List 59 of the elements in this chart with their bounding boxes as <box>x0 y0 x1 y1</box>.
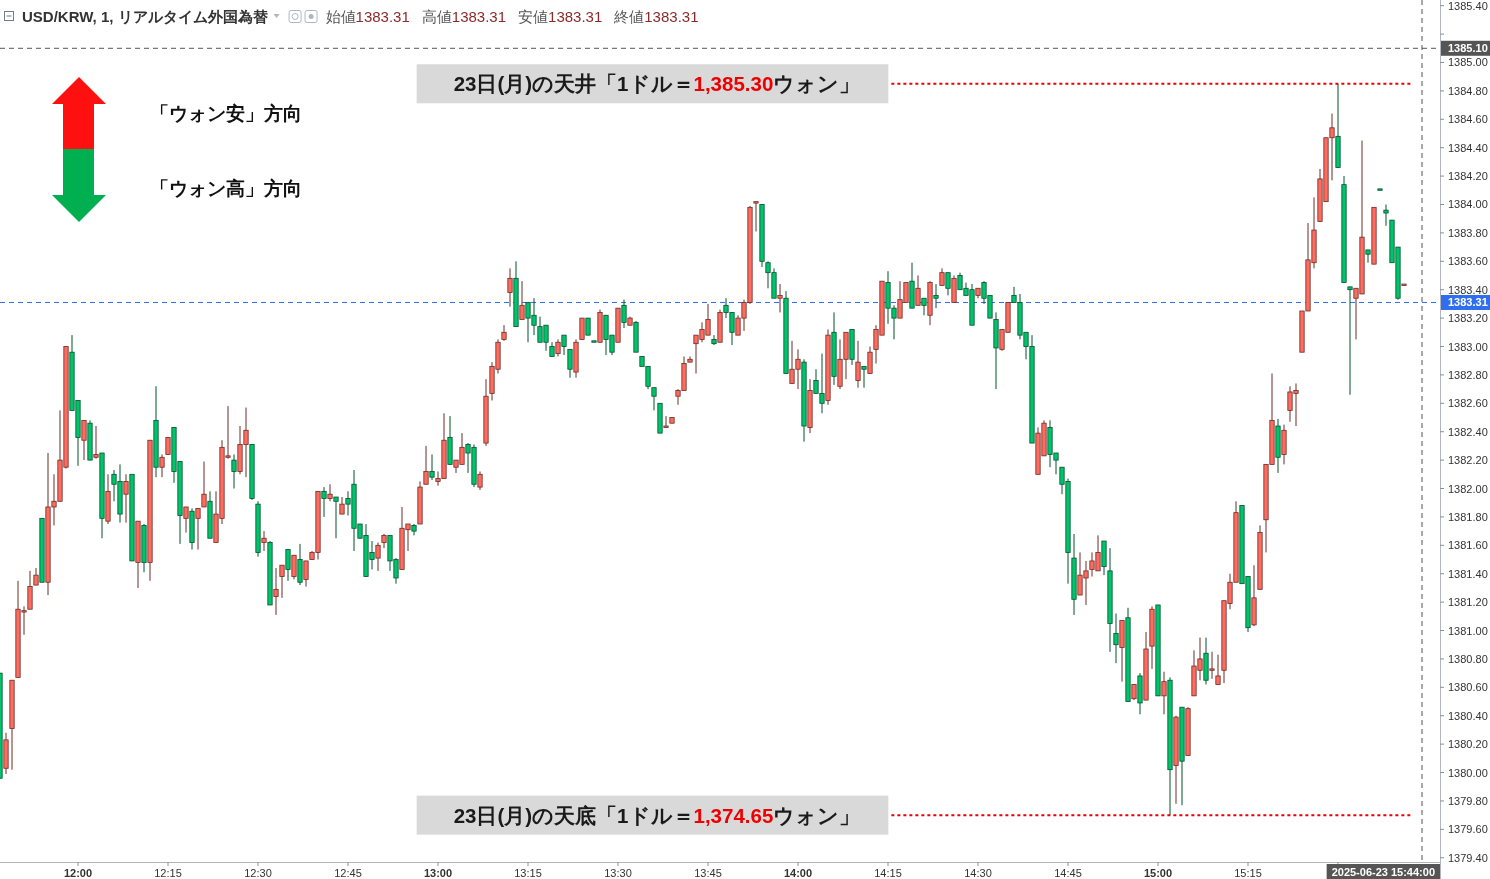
x-tick-label: 14:45 <box>1054 867 1082 879</box>
y-tick-label: 1380.00 <box>1448 766 1488 779</box>
ref-note: 23日(月)の天底「1ドル＝1,374.65ウォン」 <box>416 795 1412 835</box>
ref-line-label: 1383.31 <box>1448 296 1488 309</box>
y-tick-label: 1381.60 <box>1448 539 1488 552</box>
y-tick-label: 1379.40 <box>1448 851 1488 864</box>
x-tick-label: 13:15 <box>514 867 542 879</box>
y-tick-label: 1382.80 <box>1448 368 1488 381</box>
ref-line-label: 23日(月)の天底「1ドル＝1,374.65ウォン」 <box>453 803 861 827</box>
y-tick-label: 1385.40 <box>1448 0 1488 12</box>
text: USD/KRW, 1, リアルタイム外国為替 <box>22 8 268 25</box>
y-tick-label: 1381.80 <box>1448 510 1488 523</box>
y-tick-label: 1381.20 <box>1448 596 1488 609</box>
y-tick-label: 1384.20 <box>1448 170 1488 183</box>
x-tick-label: 14:30 <box>964 867 992 879</box>
annotation: 「ウォン高」方向 <box>150 178 302 199</box>
y-tick-label: 1384.40 <box>1448 141 1488 154</box>
y-tick-label: 1382.00 <box>1448 482 1488 495</box>
annotation: 「ウォン安」方向 <box>150 103 302 124</box>
y-tick-label: 1382.20 <box>1448 454 1488 467</box>
x-tick-label: 12:00 <box>63 867 93 879</box>
y-tick-label: 1383.20 <box>1448 312 1488 325</box>
y-tick-label: 1380.60 <box>1448 681 1488 694</box>
y-tick-label: 1381.40 <box>1448 567 1488 580</box>
annotation: 高値1383.31 <box>421 8 507 25</box>
x-tick-label: 13:45 <box>694 867 722 879</box>
y-tick-label: 1380.80 <box>1448 652 1488 665</box>
x-tick-label: 14:00 <box>783 867 813 879</box>
ref-note: 23日(月)の天井「1ドル＝1,385.30ウォン」 <box>416 64 1412 104</box>
ref-line-label: 23日(月)の天井「1ドル＝1,385.30ウォン」 <box>453 72 861 96</box>
y-tick-label: 1385.00 <box>1448 56 1488 69</box>
x-tick-label: 12:30 <box>244 867 272 879</box>
annotation: 始値1383.31 <box>325 8 410 25</box>
y-tick-label: 1384.60 <box>1448 113 1488 126</box>
axis-tag: 2025-06-23 15:44:00 <box>1326 864 1440 879</box>
x-tick-label: 12:45 <box>334 867 362 879</box>
x-tick-label: 12:15 <box>154 867 182 879</box>
y-tick-label: 1383.80 <box>1448 226 1488 239</box>
y-tick-label: 1383.40 <box>1448 283 1488 296</box>
x-tick-label: 14:15 <box>874 867 902 879</box>
x-tick-label: 15:15 <box>1234 867 1262 879</box>
y-tick-label: 1380.40 <box>1448 709 1488 722</box>
y-tick-label: 1384.80 <box>1448 84 1488 97</box>
y-tick-label: 1384.00 <box>1448 198 1488 211</box>
y-tick-label: 1379.80 <box>1448 794 1488 807</box>
x-tick-label: 13:00 <box>423 867 453 879</box>
ref-line-label: 2025-06-23 15:44:00 <box>1331 866 1435 878</box>
annotation: 安値1383.31 <box>518 8 603 25</box>
y-tick-label: 1382.60 <box>1448 397 1488 410</box>
y-tick-label: 1379.60 <box>1448 823 1488 836</box>
x-tick-label: 13:30 <box>604 867 632 879</box>
y-tick-label: 1382.40 <box>1448 425 1488 438</box>
y-tick-label: 1383.60 <box>1448 255 1488 268</box>
x-tick-label: 15:00 <box>1143 867 1173 879</box>
y-tick-label: 1383.00 <box>1448 340 1488 353</box>
ref-line-label: 1385.10 <box>1448 42 1488 55</box>
y-tick-label: 1380.20 <box>1448 738 1488 751</box>
annotation: 終値1383.31 <box>613 8 699 25</box>
y-tick-label: 1381.00 <box>1448 624 1488 637</box>
